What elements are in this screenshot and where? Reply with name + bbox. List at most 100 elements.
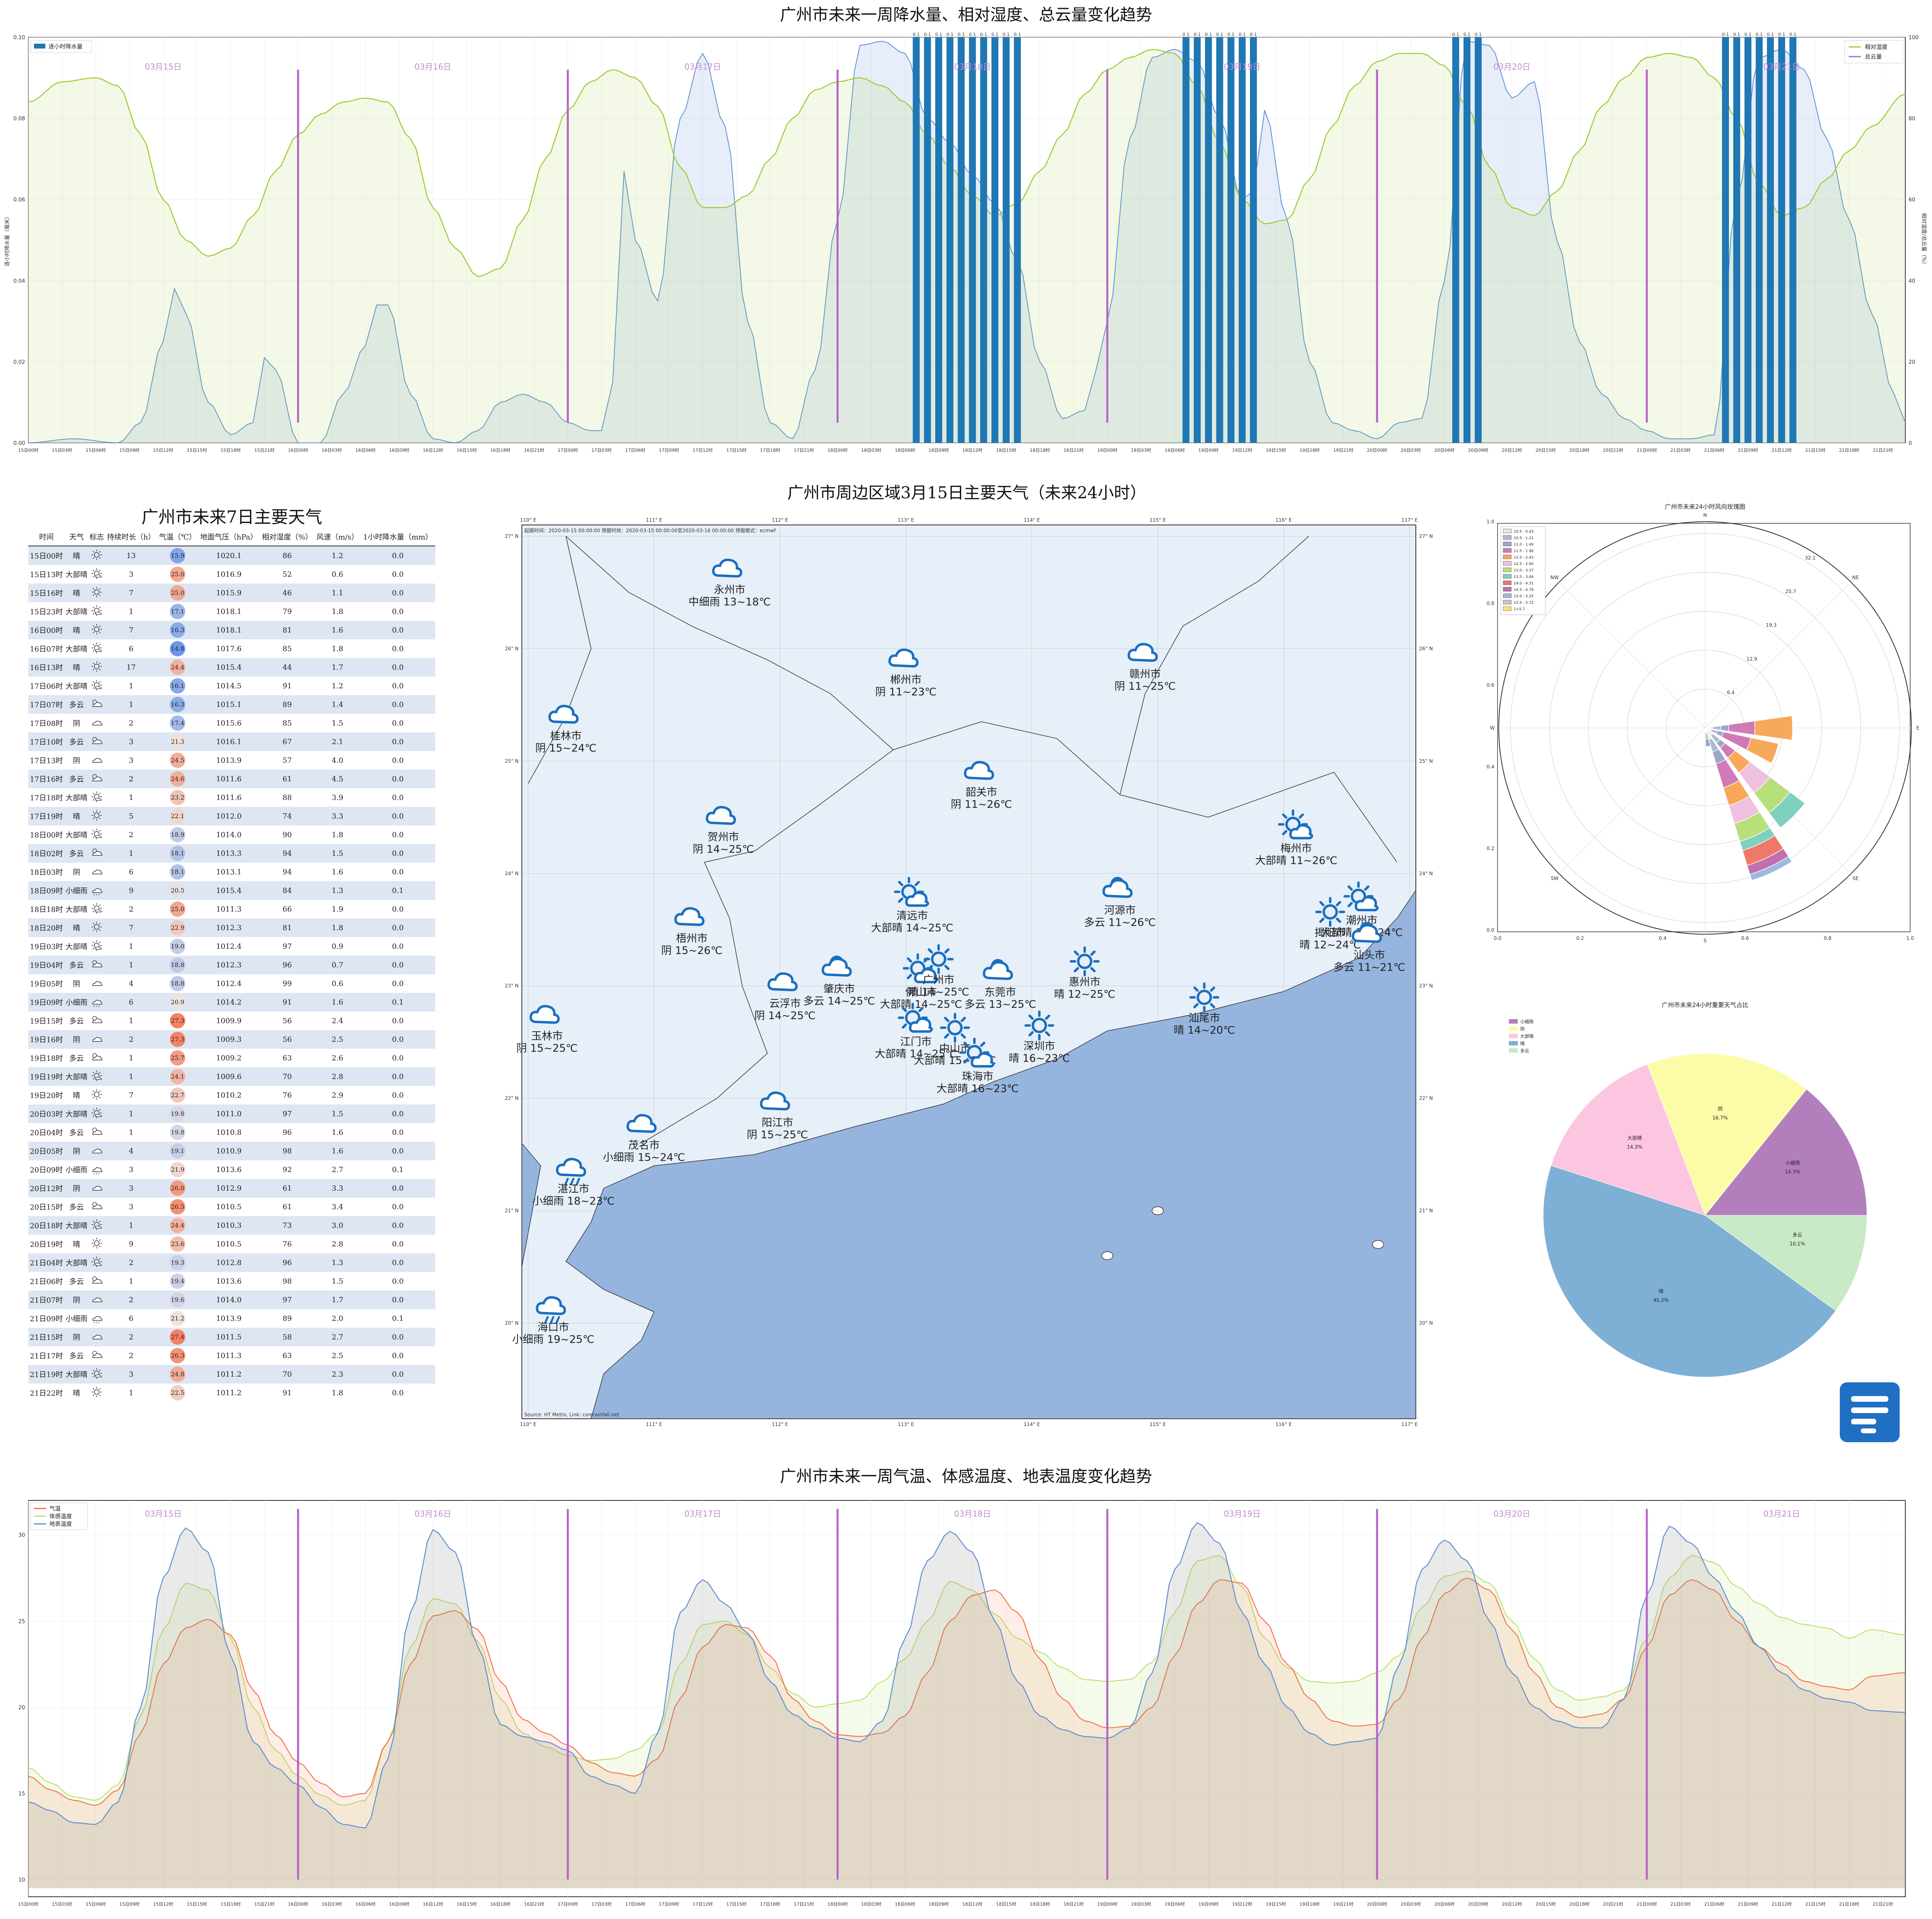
lon-label-bottom: 114° E [1023,1422,1040,1427]
table-cell: 0.0 [360,1104,435,1123]
rain-bar [958,37,965,443]
table-cell: 1018.1 [198,621,260,639]
table-row: 21日09时 小细雨 6 21.2 1013.9 89 2.0 0.1 [28,1309,435,1328]
table-cell: 21日19时 [28,1365,65,1384]
city-forecast: 晴 12~24℃ [1300,939,1361,951]
rain-bar-label: 0.1 [958,32,965,37]
ytick-label: 25 [18,1619,25,1625]
table-cell: 18日20时 [28,918,65,937]
table-cell: 3 [129,756,133,765]
rain-drop [544,1316,549,1324]
cloud-icon-shape [705,806,736,825]
city-forecast: 阴 11~23℃ [875,686,936,698]
sun-ray [907,957,912,963]
table-cell: 0.0 [360,1365,435,1384]
table-cell: 1015.4 [198,658,260,677]
table-cell: 1.6 [314,1142,360,1160]
rose-legend-swatch [1503,600,1512,605]
table-cell: 0.0 [360,732,435,751]
xtick-label: 18日09时 [929,1902,949,1907]
xtick-label: 18日18时 [1030,448,1050,453]
xtick-label: 17日21时 [794,1902,814,1907]
table-cell: 73 [260,1216,315,1235]
city-forecast: 阴 14~25℃ [693,844,754,856]
city-name: 阳江市 [762,1117,793,1129]
weather-table: 时间 天气 标志 持续时长（h） 气温（℃） 地面气压（hPa） 相对湿度（%） 风速（m/s… [28,528,435,1402]
xtick-label: 15日21时 [254,448,274,453]
table-cell: 多云 [64,770,89,788]
sun-ray [902,1007,907,1012]
xtick-label: 18日21时 [1063,448,1084,453]
xtick-label: 19日18时 [1299,1902,1320,1907]
table-cell: 3.9 [332,793,343,802]
temp-area [28,1578,1905,1888]
table-cell: 2.7 [314,1328,360,1346]
weather-icon-cell [89,1198,105,1216]
table-cell: 多云 [64,732,89,751]
table-cell: 多云 [64,844,89,863]
suncloud-icon [90,568,104,582]
cloudsun-icon [90,1053,104,1065]
rose-segment [1754,715,1793,741]
table-title: 广州市未来7日主要天气 [141,507,322,527]
table-cell: 1 [129,1388,133,1397]
weather-share-pie-chart: 广州市未来24小时重要天气占比 14.3% 小细雨 16.7% 阴 14.3% 大部晴 45.… [1509,1001,1867,1377]
xtick-label: 21日00时 [1637,1902,1657,1907]
app-logo [1840,1382,1900,1442]
cloud-icon [90,1148,104,1158]
weather-icon-cell [88,807,105,825]
feel-line [28,1555,1906,1806]
table-cell: 1012.9 [198,1179,260,1198]
table-cell: 0.0 [360,621,435,639]
city-name: 湛江市 [558,1183,589,1195]
sun-icon [90,1089,104,1102]
table-cell: 1 [129,1054,133,1062]
temperature-badge: 19.8 [170,1125,186,1140]
table-cell: 1009.9 [216,1016,242,1025]
lon-label-bottom: 111° E [646,1422,662,1427]
city-name: 深圳市 [1023,1041,1055,1053]
table-cell: 0.0 [360,1253,435,1272]
table-cell: 21日07时 [28,1291,65,1309]
sun-ray [1193,986,1199,992]
rose-legend-swatch [1503,606,1512,611]
xtick-label: 20日03时 [1400,448,1421,453]
sun-icon [90,1238,104,1251]
table-cell: 1010.8 [216,1128,242,1137]
table-cell: 1010.2 [216,1091,242,1100]
rain-bar-label: 0.1 [1002,32,1010,37]
lat-label-left: 25° N [505,758,519,764]
table-cell: 2.4 [332,1016,343,1025]
lat-label-right: 22° N [1419,1096,1433,1101]
table-cell: 0.0 [392,867,404,876]
table-cell: 98 [260,1142,315,1160]
city-forecast: 晴 16~23℃ [1009,1053,1070,1065]
table-row: 20日19时 晴 9 23.6 1010.5 76 2.8 0.0 [28,1235,435,1253]
temperature-cell: 18.1 [157,844,198,863]
weather-icon-cell [89,1123,105,1142]
table-cell: 3 [105,1179,157,1198]
table-cell: 大部晴 [66,794,88,802]
cloud-icon-shape [888,648,919,668]
table-cell: 1 [105,1067,157,1086]
table-cell: 0.0 [392,905,404,914]
city-forecast: 阴 15~25℃ [747,1129,808,1141]
lon-label-bottom: 115° E [1150,1422,1166,1427]
temperature-badge: 19.4 [170,1274,186,1289]
table-cell: 1011.2 [198,1365,260,1384]
table-cell: 4 [129,979,133,988]
table-cell: 15日23时 [30,608,63,616]
weather-icon-cell [89,677,105,695]
rose-ytick: 1.0 [1487,519,1494,525]
table-row: 15日00时晴 13 15.9 1020.1 86 1.2 0.0 [28,546,435,565]
table-cell: 1 [105,1104,157,1123]
table-cell: 17日19时 [28,807,65,825]
table-cell: 52 [282,570,292,579]
table-header-cell: 标志 [88,528,105,546]
city-forecast: 大部晴 11~26℃ [1255,855,1337,867]
rose-spoke [1705,582,1851,728]
ytick-left-label: 0.10 [13,35,25,41]
temperature-cell: 18.8 [157,974,198,993]
